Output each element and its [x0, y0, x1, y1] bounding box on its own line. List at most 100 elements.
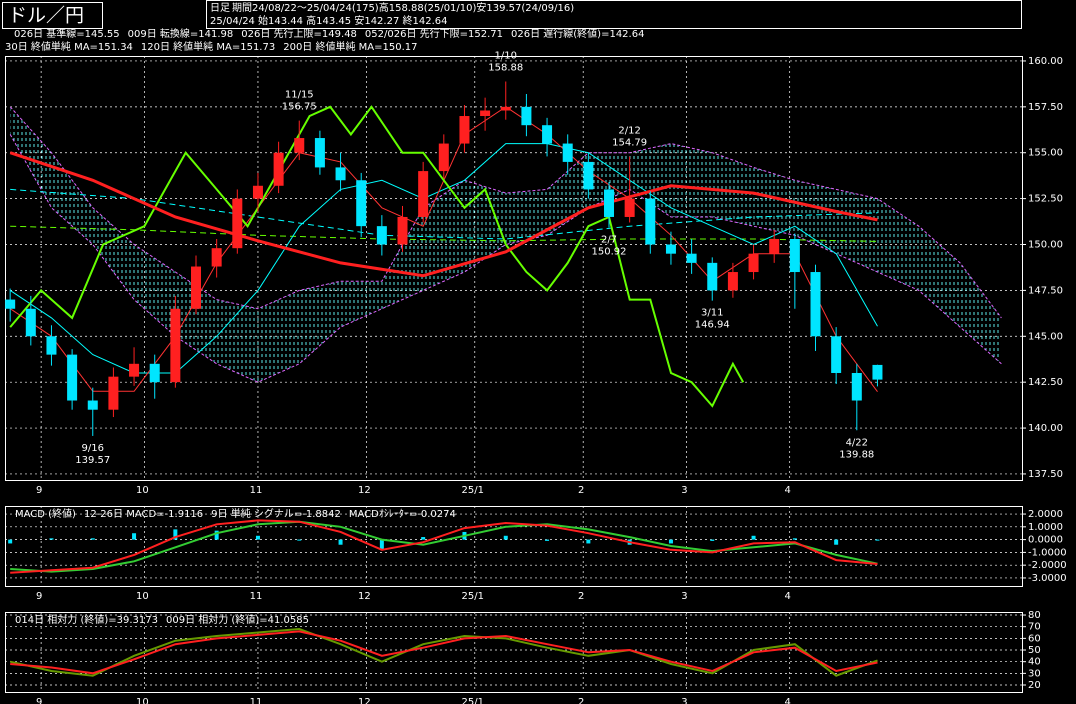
y-tick-label: 145.00 [1028, 331, 1063, 342]
indicator-line [9, 105, 745, 408]
x-tick-label: 4 [785, 485, 791, 496]
x-tick-label: 9 [36, 591, 42, 602]
candle-body [872, 364, 883, 380]
legend-entry: 009日 転換線=141.98 [128, 27, 234, 40]
x-tick-label: 12 [358, 591, 371, 602]
y-tick-label: 142.50 [1028, 377, 1063, 388]
candle-body [748, 253, 759, 273]
legend-entry: 014日 相対力 (終値)=39.3173 [15, 613, 158, 626]
annotation-date: 9/16 [82, 443, 104, 454]
annotation-value: 156.75 [282, 102, 317, 113]
candle-body [252, 185, 263, 199]
candle-body [727, 272, 738, 291]
candle-body [789, 238, 800, 273]
candle-body [500, 106, 511, 111]
cloud-fill [10, 106, 1002, 383]
candle-body [707, 262, 718, 291]
panel-frame [5, 506, 1023, 587]
candle-body [87, 400, 98, 410]
panel-frame [5, 612, 1023, 693]
candle-body [810, 272, 821, 337]
x-tick-label: 11 [250, 485, 263, 496]
x-tick-label: 3 [681, 697, 687, 704]
annotation-value: 150.92 [592, 247, 627, 258]
x-tick-label: 10 [136, 591, 149, 602]
chart-title: ドル／円 [8, 5, 84, 27]
legend-entry: 12-26日 MACD=-1.9116 [84, 509, 203, 520]
candle-body [583, 161, 594, 190]
annotation-value: 139.57 [75, 455, 110, 466]
candle-body [480, 110, 491, 117]
y-tick-label: 150.00 [1028, 240, 1063, 251]
panel-frame [5, 56, 1023, 481]
histogram-bar [875, 539, 880, 541]
candle-body [645, 198, 656, 245]
y-tick-label: 70 [1028, 622, 1041, 633]
x-tick-label: 10 [136, 697, 149, 704]
candle-body [129, 363, 140, 377]
histogram-bar [132, 533, 137, 540]
y-tick-label: 137.50 [1028, 469, 1063, 480]
legend-entry: 009日 相対力 (終値)=41.0585 [166, 613, 309, 626]
last-ohlc: 始143.44 高143.45 安142.27 終142.64 [258, 14, 448, 27]
y-tick-label: 160.00 [1028, 56, 1063, 67]
x-tick-label: 25/1 [462, 591, 484, 602]
y-tick-label: 2.0000 [1028, 509, 1063, 520]
histogram-bar [214, 530, 219, 540]
x-tick-label: 2 [578, 485, 584, 496]
info-box [206, 0, 1022, 29]
histogram-bar [586, 539, 591, 544]
candle-body [665, 244, 676, 254]
x-tick-label: 10 [136, 485, 149, 496]
candle-body [335, 167, 346, 181]
x-tick-label: 9 [36, 485, 42, 496]
info-line: 期間24/08/22～25/04/24(175)高158.88(25/01/10… [232, 1, 574, 14]
candle-body [149, 363, 160, 383]
candle-body [542, 125, 553, 144]
candle-body [273, 152, 284, 186]
histogram-bar [8, 539, 13, 544]
candle-body [46, 336, 57, 355]
candle-body [294, 138, 305, 153]
candle-body [232, 198, 243, 249]
y-tick-label: 60 [1028, 633, 1041, 644]
annotation-date: 3/11 [701, 308, 723, 319]
y-tick-label: 80 [1028, 610, 1041, 621]
annotation-date: 11/15 [285, 90, 314, 101]
candle-body [356, 180, 367, 227]
histogram-bar [545, 539, 550, 541]
annotation-value: 146.94 [695, 320, 730, 331]
x-tick-label: 25/1 [462, 697, 484, 704]
series-line [10, 520, 878, 573]
x-tick-label: 4 [785, 697, 791, 704]
y-tick-label: -2.0000 [1028, 560, 1067, 571]
x-tick-label: 3 [681, 591, 687, 602]
annotation-date: 2/12 [618, 126, 640, 137]
histogram-bar [297, 539, 302, 541]
y-tick-label: 40 [1028, 657, 1041, 668]
legend-entry: 052/026日 先行下限=152.71 [365, 27, 503, 40]
legend-entry: 200日 終値単純 MA=150.17 [283, 40, 417, 53]
candle-body [459, 116, 470, 144]
candle-body [438, 143, 449, 172]
candle-body [25, 308, 36, 337]
candle-body [418, 171, 429, 217]
title-box [2, 2, 103, 29]
histogram-bar [90, 538, 95, 540]
x-tick-label: 11 [250, 697, 263, 704]
x-tick-label: 12 [358, 697, 371, 704]
histogram-bar [173, 529, 178, 540]
candle-body [686, 253, 697, 263]
candle-body [67, 354, 78, 401]
annotation-date: 1/10 [495, 51, 517, 62]
indicator-line [9, 151, 878, 278]
legend-entry: MACDｵｼﾚｰﾀｰ=-0.0274 [349, 508, 456, 520]
candle-body [108, 376, 119, 410]
histogram-bar [49, 538, 54, 540]
y-tick-label: 30 [1028, 668, 1041, 679]
y-tick-label: 50 [1028, 645, 1041, 656]
candle-body [191, 266, 202, 309]
x-tick-label: 11 [250, 591, 263, 602]
annotation-value: 154.79 [612, 138, 647, 149]
